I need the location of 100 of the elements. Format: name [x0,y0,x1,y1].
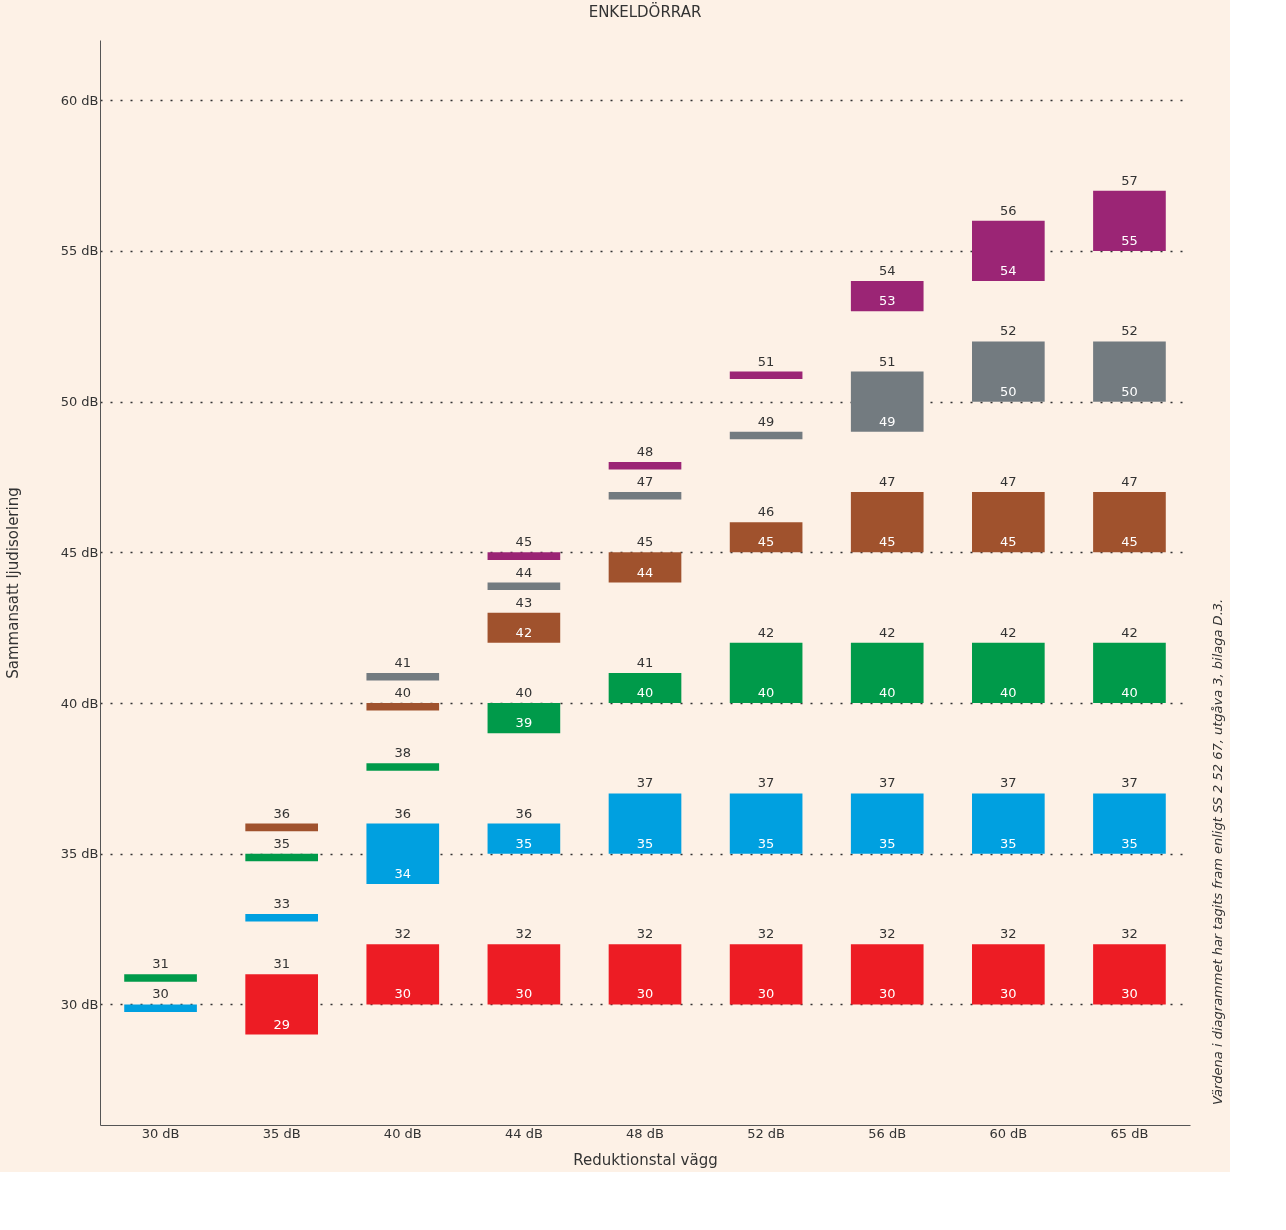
bar [729,944,803,1005]
y-tick-label: 35 dB [60,846,99,862]
annotation: 40 [757,685,775,701]
bar [124,1004,197,1012]
data-label: 32 [757,926,775,942]
bar [972,492,1045,553]
annotation: 30 [394,986,412,1002]
x-tick-label: 35 dB [262,1125,301,1141]
bar [729,371,803,380]
annotation: 45 [757,534,775,550]
data-label: 52 [1000,323,1017,339]
annotation: 30 [1000,986,1017,1002]
annotation: 40 [1000,685,1017,701]
y-tick-label: 40 dB [60,695,99,711]
bar [850,371,924,432]
x-tick-label: 44 dB [504,1125,543,1141]
annotation: 50 [1121,383,1138,399]
bar [124,974,197,982]
bar [1093,190,1166,251]
data-label: 40 [515,685,533,701]
annotation: 35 [1121,835,1138,851]
data-label: 47 [636,474,654,490]
annotation: 40 [878,685,896,701]
bar [608,461,682,470]
annotation: 55 [1121,232,1138,248]
bar [487,944,561,1005]
bar [972,642,1045,704]
data-label: 41 [636,654,654,670]
x-tick-label: 56 dB [868,1125,907,1141]
data-label: 54 [878,263,896,279]
data-label: 57 [1121,172,1138,188]
annotation: 42 [515,624,533,640]
bar [366,672,440,681]
data-label: 38 [394,745,412,761]
bar [850,793,924,854]
bar [729,522,803,553]
bar [608,492,682,500]
bar [729,642,803,704]
data-label: 32 [515,926,533,942]
data-label: 42 [878,624,896,640]
annotation: 30 [1121,986,1138,1002]
data-label: 52 [1121,323,1138,339]
data-label: 36 [515,805,533,821]
data-label: 35 [273,835,290,851]
annotation: 35 [878,835,896,851]
data-label: 32 [1121,926,1138,942]
data-label: 36 [394,805,412,821]
bar [850,642,924,704]
data-label: 32 [394,926,412,942]
data-label: 30 [152,986,169,1002]
annotation: 35 [757,835,775,851]
data-label: 33 [273,896,290,912]
data-label: 51 [757,353,775,369]
bar [972,220,1045,282]
y-tick-label: 50 dB [60,394,99,410]
annotation: 40 [1121,685,1138,701]
bar [366,823,440,884]
annotation: 35 [636,835,654,851]
annotation: 30 [757,986,775,1002]
bar [972,341,1045,402]
data-label: 37 [757,775,775,791]
data-label: 42 [757,624,775,640]
annotation: 35 [515,835,533,851]
annotation: 34 [394,865,412,881]
bar [972,793,1045,854]
bar [1093,944,1166,1005]
annotation: 44 [636,564,654,580]
x-axis-title: Reduktionstal vägg [573,1150,718,1169]
annotation: 39 [515,715,533,731]
data-label: 45 [515,534,533,550]
annotation: 40 [636,685,654,701]
annotation: 45 [878,534,896,550]
x-tick-label: 40 dB [383,1125,422,1141]
data-label: 47 [878,474,896,490]
annotation: 54 [1000,263,1017,279]
bar [1093,642,1166,704]
y-tick-label: 55 dB [60,243,99,259]
data-label: 31 [152,956,169,972]
y-tick-label: 30 dB [60,996,99,1012]
bar [608,672,682,704]
bar [729,431,803,440]
data-label: 40 [394,685,412,701]
bar [1093,492,1166,553]
bar [850,944,924,1005]
data-label: 56 [1000,202,1017,218]
data-label: 47 [1000,474,1017,490]
bar [487,582,561,591]
bar [366,703,440,711]
data-label: 42 [1121,624,1138,640]
bar [245,853,318,862]
annotation: 45 [1000,534,1017,550]
data-label: 47 [1121,474,1138,490]
data-label: 32 [1000,926,1017,942]
data-label: 48 [636,443,654,459]
data-label: 31 [273,956,290,972]
x-tick-label: 48 dB [626,1125,664,1141]
bar [487,612,561,643]
y-tick-label: 45 dB [60,544,99,560]
annotation: 35 [1000,835,1017,851]
bar [366,763,440,771]
